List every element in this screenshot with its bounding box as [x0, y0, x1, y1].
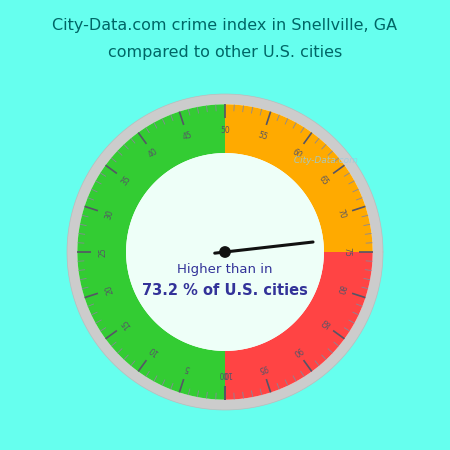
- Text: 80: 80: [335, 284, 346, 296]
- Text: Higher than in: Higher than in: [177, 263, 273, 276]
- Polygon shape: [126, 153, 324, 351]
- Text: 35: 35: [120, 174, 133, 187]
- Text: 0: 0: [223, 369, 227, 378]
- Text: 100: 100: [218, 369, 232, 378]
- Text: 30: 30: [104, 208, 115, 220]
- Text: City-Data.com crime index in Snellville, GA: City-Data.com crime index in Snellville,…: [53, 18, 397, 33]
- Text: 25: 25: [99, 247, 108, 257]
- Polygon shape: [225, 104, 373, 252]
- Text: 15: 15: [120, 317, 133, 330]
- Polygon shape: [225, 252, 373, 400]
- Text: compared to other U.S. cities: compared to other U.S. cities: [108, 45, 342, 60]
- Polygon shape: [77, 104, 373, 400]
- Text: 75: 75: [342, 247, 351, 257]
- Polygon shape: [67, 94, 383, 410]
- Text: 73.2 % of U.S. cities: 73.2 % of U.S. cities: [142, 283, 308, 298]
- Text: 70: 70: [335, 208, 346, 220]
- Text: 40: 40: [147, 147, 160, 160]
- Text: 60: 60: [290, 147, 303, 160]
- Text: City-Data.com: City-Data.com: [292, 156, 358, 165]
- Text: 5: 5: [184, 363, 191, 373]
- Text: 90: 90: [290, 344, 303, 357]
- Text: 20: 20: [104, 284, 115, 296]
- Text: 55: 55: [256, 130, 269, 142]
- Text: 65: 65: [317, 174, 330, 187]
- Text: 45: 45: [181, 130, 194, 142]
- Text: 50: 50: [220, 126, 230, 135]
- Polygon shape: [77, 104, 225, 400]
- Text: 85: 85: [317, 317, 330, 330]
- Text: 10: 10: [147, 344, 160, 357]
- Circle shape: [220, 247, 230, 257]
- Text: 95: 95: [256, 362, 269, 373]
